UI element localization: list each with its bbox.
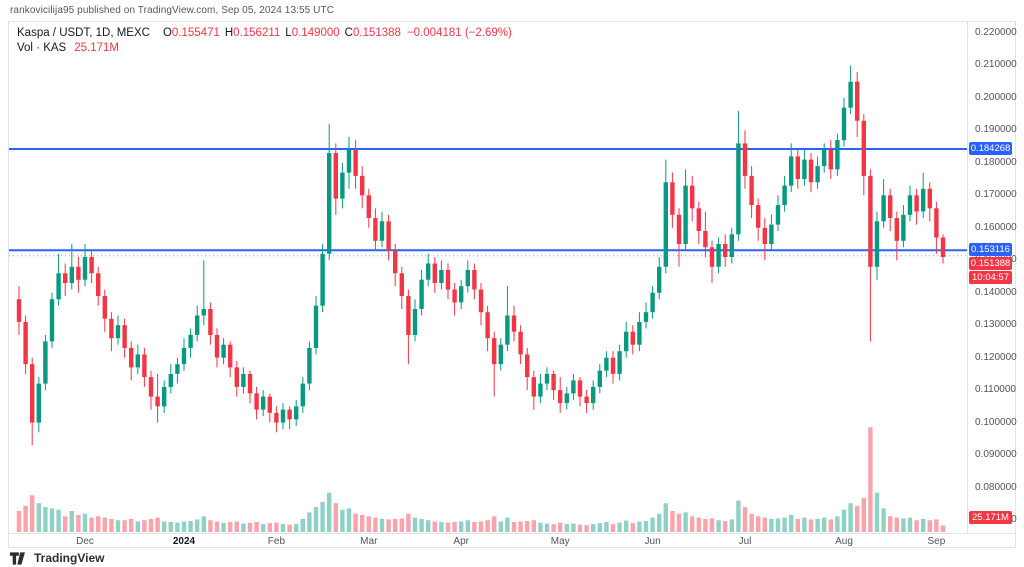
volume-axis-badge: 25.171M [969, 511, 1012, 524]
open-label: O [162, 27, 172, 39]
time-scale-label: Dec [76, 536, 94, 547]
chart-legend: Kaspa / USDT, 1D, MEXC O0.155471 H0.156211… [17, 26, 512, 56]
price-scale-label: 0.200000 [975, 91, 1017, 103]
legend-symbol-row: Kaspa / USDT, 1D, MEXC O0.155471 H0.156211… [17, 26, 512, 41]
time-scale-label: May [550, 536, 570, 547]
time-scale-label: Jul [738, 536, 752, 547]
support-price-badge[interactable]: 0.153116 [969, 243, 1012, 256]
low-label: L [285, 27, 292, 39]
volume-indicator-label[interactable]: Vol · KAS [17, 42, 67, 54]
legend-volume-row: Vol · KAS 25.171M [17, 41, 512, 56]
time-scale-label: Feb [267, 536, 286, 547]
price-chart-canvas[interactable] [9, 22, 967, 533]
time-scale-label: Aug [835, 536, 853, 547]
time-scale-label: Sep [927, 536, 946, 547]
time-scale-label: Apr [453, 536, 469, 547]
price-scale-label: 0.220000 [975, 27, 1017, 38]
chart-frame: Kaspa / USDT, 1D, MEXC O0.155471 H0.156211… [8, 21, 1017, 548]
last-price-badge[interactable]: 0.151388 [969, 257, 1012, 270]
resistance-price-badge[interactable]: 0.184268 [969, 142, 1012, 155]
symbol-title[interactable]: Kaspa / USDT, 1D, MEXC [17, 27, 150, 39]
publish-attribution: rankovicilija95 published on TradingView… [10, 5, 335, 16]
price-scale-label: 0.180000 [975, 156, 1017, 168]
change-value: −0.004181 (−2.69%) [406, 27, 512, 39]
high-value: 0.156211 [233, 27, 281, 39]
low-value: 0.149000 [291, 27, 340, 39]
price-scale[interactable]: 0.0700000.0800000.0900000.1000000.110000… [967, 22, 1017, 533]
time-scale-label: 2024 [172, 536, 196, 547]
price-scale-label: 0.160000 [975, 221, 1017, 233]
close-value: 0.151388 [352, 27, 401, 39]
time-scale[interactable]: Dec 2024 Feb Mar Apr May Jun Jul Aug Sep [9, 533, 1015, 548]
time-scale-label: Jun [644, 536, 661, 547]
open-value: 0.155471 [171, 27, 220, 39]
price-scale-label: 0.120000 [975, 351, 1017, 363]
price-scale-label: 0.100000 [975, 416, 1017, 428]
price-scale-label: 0.140000 [975, 286, 1017, 298]
time-scale-label: Mar [360, 536, 378, 547]
price-scale-label: 0.130000 [975, 319, 1017, 331]
tradingview-logo-icon [10, 551, 29, 565]
volume-value: 25.171M [74, 42, 119, 54]
bar-countdown-badge: 10:04:57 [969, 271, 1012, 284]
price-scale-label: 0.170000 [975, 189, 1017, 201]
tradingview-brand-text: TradingView [34, 551, 105, 565]
price-scale-label: 0.110000 [975, 384, 1016, 396]
price-scale-label: 0.190000 [975, 124, 1017, 136]
tradingview-footer[interactable]: TradingView [10, 550, 104, 566]
high-label: H [224, 27, 234, 39]
price-scale-label: 0.210000 [975, 59, 1017, 71]
close-label: C [344, 27, 353, 39]
price-scale-label: 0.090000 [975, 449, 1017, 461]
price-scale-label: 0.080000 [975, 481, 1017, 493]
